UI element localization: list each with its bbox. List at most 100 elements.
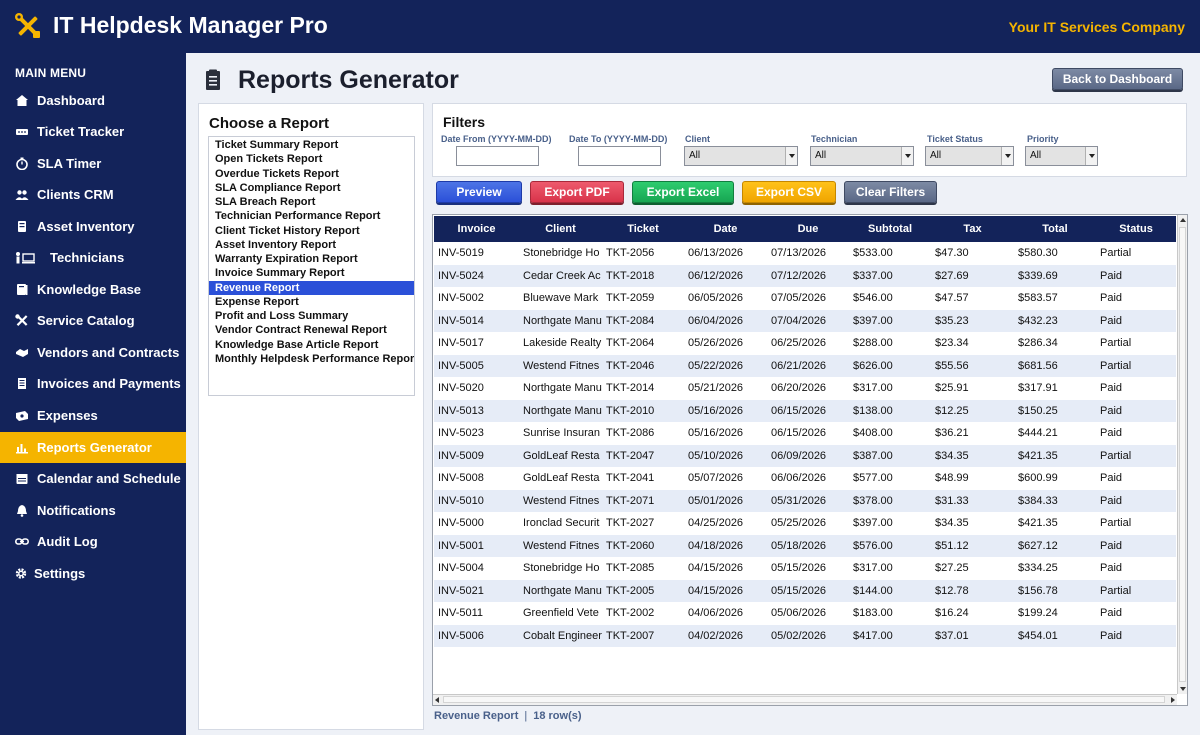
- horizontal-scroll-thumb[interactable]: [443, 696, 1165, 703]
- table-cell: 05/01/2026: [688, 494, 744, 507]
- scroll-down-icon[interactable]: [1180, 687, 1186, 691]
- scroll-right-icon[interactable]: [1171, 697, 1175, 703]
- sidebar-item-vendors-and-contracts[interactable]: Vendors and Contracts: [0, 337, 186, 368]
- preview-button[interactable]: Preview: [436, 181, 522, 203]
- sidebar-item-expenses[interactable]: Expenses: [0, 400, 186, 431]
- sidebar-item-knowledge-base[interactable]: Knowledge Base: [0, 274, 186, 305]
- sidebar-item-service-catalog[interactable]: Service Catalog: [0, 305, 186, 336]
- sidebar-item-reports-generator[interactable]: Reports Generator: [0, 432, 186, 463]
- sidebar-item-clients-crm[interactable]: Clients CRM: [0, 179, 186, 210]
- table-cell: INV-5024: [438, 269, 484, 282]
- column-header[interactable]: Ticket: [627, 223, 659, 235]
- table-cell: 05/07/2026: [688, 472, 744, 484]
- report-list-item[interactable]: Revenue Report: [209, 280, 414, 295]
- report-list-item[interactable]: Expense Report: [215, 295, 299, 308]
- vertical-scrollbar[interactable]: [1177, 215, 1187, 694]
- vertical-scroll-thumb[interactable]: [1179, 227, 1186, 682]
- client-select[interactable]: All: [684, 146, 798, 166]
- table-row[interactable]: INV-5006 Cobalt Engineer TKT-2007 04/02/202…: [434, 624, 1176, 647]
- report-list-item[interactable]: SLA Compliance Report: [215, 181, 341, 194]
- column-header[interactable]: Total: [1042, 223, 1068, 235]
- report-list-item[interactable]: Technician Performance Report: [215, 210, 381, 223]
- sidebar-item-notifications[interactable]: Notifications: [0, 495, 186, 526]
- report-list-item[interactable]: Overdue Tickets Report: [215, 167, 339, 180]
- sidebar-item-invoices-and-payments[interactable]: Invoices and Payments: [0, 368, 186, 399]
- table-row[interactable]: INV-5023 Sunrise Insuran TKT-2086 05/16/202…: [434, 422, 1176, 444]
- export-excel-button[interactable]: Export Excel: [632, 181, 734, 203]
- table-row[interactable]: INV-5024 Cedar Creek Ac TKT-2018 06/12/2026…: [434, 264, 1176, 287]
- date-to-input[interactable]: [578, 146, 661, 166]
- column-header[interactable]: Date: [713, 223, 738, 235]
- table-row[interactable]: INV-5013 Northgate Manu TKT-2010 05/16/2026…: [434, 399, 1176, 422]
- sidebar-item-ticket-tracker[interactable]: Ticket Tracker: [0, 116, 186, 147]
- chevron-down-icon: [1085, 147, 1097, 165]
- sidebar-item-audit-log[interactable]: Audit Log: [0, 526, 186, 557]
- report-list-item[interactable]: Ticket Summary Report: [215, 139, 339, 151]
- sidebar-item-settings[interactable]: Settings: [0, 558, 186, 589]
- export-csv-button[interactable]: Export CSV: [742, 181, 836, 203]
- sidebar-item-label: Expenses: [37, 408, 98, 423]
- table-cell: Paid: [1100, 314, 1123, 327]
- table-cell: Paid: [1100, 562, 1123, 574]
- table-row[interactable]: INV-5019 Stonebridge Ho TKT-2056 06/13/2026…: [434, 242, 1176, 264]
- priority-select[interactable]: All: [1025, 146, 1098, 166]
- table-row[interactable]: INV-5009 GoldLeaf Resta TKT-2047 05/10/2026…: [434, 444, 1176, 467]
- sidebar-item-asset-inventory[interactable]: Asset Inventory: [0, 211, 186, 242]
- column-header[interactable]: Tax: [963, 223, 982, 235]
- date-from-input[interactable]: [456, 146, 539, 166]
- table-row[interactable]: INV-5021 Northgate Manu TKT-2005 04/15/2026…: [434, 579, 1176, 602]
- table-row[interactable]: INV-5008 GoldLeaf Resta TKT-2041 05/07/2026…: [434, 467, 1176, 489]
- table-cell: $681.56: [1018, 359, 1058, 372]
- report-list-item[interactable]: Client Ticket History Report: [215, 224, 360, 237]
- table-row[interactable]: INV-5001 Westend Fitnes TKT-2060 04/18/2026…: [434, 534, 1176, 557]
- column-header[interactable]: Invoice: [457, 223, 496, 235]
- table-cell: INV-5023: [438, 427, 484, 439]
- column-header[interactable]: Status: [1119, 223, 1153, 235]
- priority-select-value: All: [1030, 150, 1042, 161]
- bar-chart-icon: [16, 444, 28, 454]
- table-row[interactable]: INV-5004 Stonebridge Ho TKT-2085 04/15/2026…: [434, 557, 1176, 579]
- sidebar-item-calendar-and-schedule[interactable]: Calendar and Schedule: [0, 463, 186, 494]
- report-list[interactable]: Ticket Summary Report Open Tickets Report…: [208, 136, 415, 396]
- table-cell: 04/15/2026: [688, 584, 744, 597]
- table-row[interactable]: INV-5014 Northgate Manu TKT-2084 06/04/2026…: [434, 309, 1176, 332]
- table-cell: 06/25/2026: [771, 337, 827, 349]
- report-list-item[interactable]: SLA Breach Report: [215, 196, 316, 208]
- filters-panel: Filters Date From (YYYY-MM-DD) Date To (…: [432, 103, 1187, 177]
- ticket-status-select[interactable]: All: [925, 146, 1014, 166]
- table-row[interactable]: INV-5011 Greenfield Vete TKT-2002 04/06/202…: [434, 602, 1176, 624]
- horizontal-scrollbar[interactable]: [433, 694, 1177, 705]
- report-list-item[interactable]: Vendor Contract Renewal Report: [215, 324, 387, 337]
- report-list-item[interactable]: Monthly Helpdesk Performance Report: [215, 352, 414, 365]
- scroll-up-icon[interactable]: [1180, 218, 1186, 222]
- scroll-left-icon[interactable]: [435, 697, 439, 703]
- report-list-item[interactable]: Asset Inventory Report: [215, 238, 337, 251]
- report-list-item[interactable]: Knowledge Base Article Report: [215, 338, 379, 351]
- table-row[interactable]: INV-5000 Ironclad Securit TKT-2027 04/25/20…: [434, 512, 1176, 534]
- report-list-item[interactable]: Warranty Expiration Report: [215, 253, 358, 265]
- table-cell: 05/26/2026: [688, 337, 744, 349]
- table-cell: $583.57: [1018, 292, 1058, 304]
- column-header[interactable]: Due: [797, 223, 819, 235]
- table-row[interactable]: INV-5005 Westend Fitnes TKT-2046 05/22/2026…: [434, 354, 1176, 377]
- sidebar-item-label: Dashboard: [37, 93, 105, 108]
- export-pdf-button[interactable]: Export PDF: [530, 181, 624, 203]
- table-row[interactable]: INV-5017 Lakeside Realty TKT-2064 05/26/202…: [434, 332, 1176, 354]
- table-cell: Paid: [1100, 539, 1123, 552]
- column-header[interactable]: Client: [545, 223, 576, 235]
- sidebar-item-label: Audit Log: [37, 534, 98, 549]
- sidebar-item-label: Knowledge Base: [37, 282, 142, 297]
- clear-filters-button[interactable]: Clear Filters: [844, 181, 937, 203]
- back-to-dashboard-button[interactable]: Back to Dashboard: [1052, 68, 1183, 90]
- sidebar-item-sla-timer[interactable]: SLA Timer: [0, 148, 186, 179]
- table-row[interactable]: INV-5010 Westend Fitnes TKT-2071 05/01/2026…: [434, 489, 1176, 512]
- report-list-item[interactable]: Invoice Summary Report: [215, 267, 345, 280]
- column-header[interactable]: Subtotal: [868, 223, 912, 235]
- table-row[interactable]: INV-5020 Northgate Manu TKT-2014 05/21/2026…: [434, 377, 1176, 399]
- table-row[interactable]: INV-5002 Bluewave Mark TKT-2059 06/05/2026 0…: [434, 287, 1176, 309]
- sidebar-item-technicians[interactable]: Technicians: [0, 242, 186, 273]
- report-list-item[interactable]: Profit and Loss Summary: [215, 310, 349, 322]
- technician-select[interactable]: All: [810, 146, 914, 166]
- report-list-item[interactable]: Open Tickets Report: [215, 153, 323, 166]
- sidebar-item-dashboard[interactable]: Dashboard: [0, 85, 186, 116]
